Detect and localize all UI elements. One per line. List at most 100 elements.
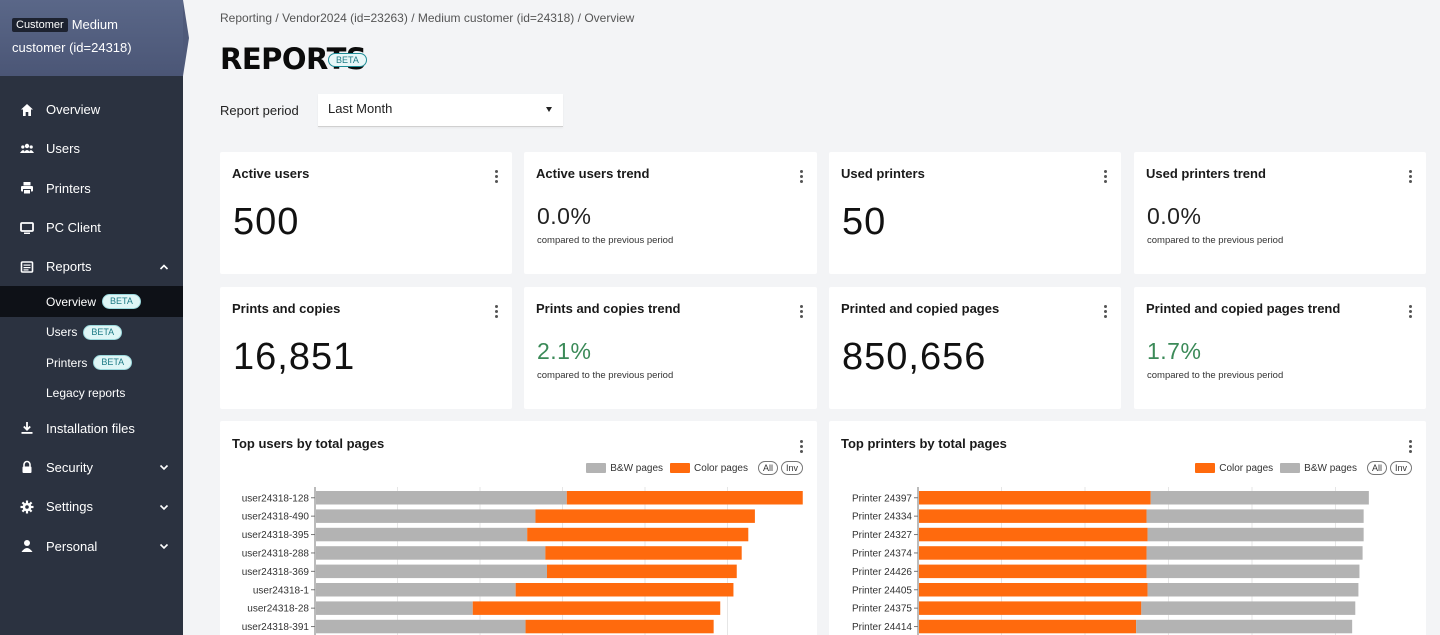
bar-bw-printer-24374[interactable]: [1146, 546, 1363, 560]
y-tick-label: user24318-28: [247, 604, 309, 615]
card-active-users-trend: Active users trend 0.0% compared to the …: [524, 152, 817, 274]
bar-color-user24318-288[interactable]: [545, 546, 742, 560]
more-vert-icon[interactable]: [494, 170, 498, 184]
more-vert-icon[interactable]: [799, 440, 803, 454]
legend-all-button[interactable]: All: [757, 461, 778, 475]
nav-item-security[interactable]: Security: [0, 448, 183, 487]
caret-down-icon: [546, 107, 552, 112]
bar-color-user24318-395[interactable]: [527, 527, 749, 542]
nav-item-printers[interactable]: Printers: [0, 169, 183, 208]
bar-color-user24318-369[interactable]: [547, 564, 737, 579]
card-title: Used printers: [841, 166, 925, 181]
card-title: Printed and copied pages trend: [1146, 301, 1341, 316]
breadcrumb-current: Overview: [584, 11, 635, 25]
breadcrumb-link-vendor[interactable]: Vendor2024 (id=23263): [282, 11, 408, 25]
bar-bw-user24318-391[interactable]: [316, 619, 526, 634]
card-title: Active users: [232, 166, 310, 181]
bar-bw-user24318-128[interactable]: [316, 491, 567, 505]
bar-bw-user24318-1[interactable]: [316, 583, 516, 597]
legend-item-color[interactable]: Color pages: [670, 463, 748, 474]
chevron-down-icon: [159, 504, 169, 510]
y-tick-label: user24318-1: [253, 585, 310, 596]
subnav-item-overview[interactable]: Overview BETA: [0, 286, 183, 317]
more-vert-icon[interactable]: [799, 170, 803, 184]
legend-item-bw[interactable]: B&W pages: [586, 463, 663, 474]
bar-color-printer-24414[interactable]: [919, 619, 1137, 634]
subnav-item-printers[interactable]: Printers BETA: [0, 347, 183, 378]
bar-bw-user24318-395[interactable]: [316, 527, 528, 542]
bar-color-user24318-1[interactable]: [515, 583, 734, 597]
download-icon: [20, 421, 34, 435]
report-period-label: Report period: [220, 103, 299, 118]
sidebar: Customer Medium customer (id=24318) Overv…: [0, 0, 189, 635]
bar-bw-printer-24414[interactable]: [1136, 619, 1353, 634]
bar-color-printer-24327[interactable]: [919, 527, 1148, 542]
y-tick-label: Printer 24414: [852, 622, 912, 633]
bar-color-printer-24334[interactable]: [919, 509, 1147, 523]
legend-swatch: [586, 463, 607, 473]
bar-bw-user24318-369[interactable]: [316, 564, 547, 579]
legend-all-button[interactable]: All: [1366, 461, 1387, 475]
bar-color-user24318-490[interactable]: [535, 509, 755, 523]
bar-color-user24318-28[interactable]: [472, 601, 721, 615]
legend-swatch: [1195, 463, 1216, 473]
more-vert-icon[interactable]: [1408, 305, 1412, 319]
legend-item-color[interactable]: Color pages: [1195, 463, 1273, 474]
y-tick-label: Printer 24405: [852, 585, 912, 596]
y-tick-label: Printer 24426: [852, 567, 912, 578]
card-prints-and-copies-trend: Prints and copies trend 2.1% compared to…: [524, 287, 817, 409]
nav-item-settings[interactable]: Settings: [0, 487, 183, 526]
breadcrumb-separator: /: [577, 11, 581, 25]
legend-invert-button[interactable]: Inv: [780, 461, 803, 475]
y-tick-label: user24318-128: [242, 493, 310, 504]
nav-item-reports[interactable]: Reports: [0, 247, 183, 286]
more-vert-icon[interactable]: [1103, 170, 1107, 184]
bar-color-printer-24405[interactable]: [919, 583, 1148, 597]
chart-top-users: Top users by total pages B&W pages Color…: [220, 421, 817, 635]
nav-item-overview[interactable]: Overview: [0, 90, 183, 129]
customer-name: Medium customer (id=24318): [12, 17, 132, 55]
subnav-item-label: Users: [46, 325, 78, 340]
breadcrumb-link-customer[interactable]: Medium customer (id=24318): [417, 11, 575, 25]
more-vert-icon[interactable]: [1408, 170, 1412, 184]
more-vert-icon[interactable]: [1103, 305, 1107, 319]
card-value: 500: [233, 201, 300, 243]
bar-color-printer-24397[interactable]: [919, 491, 1151, 505]
customer-header[interactable]: Customer Medium customer (id=24318): [0, 0, 189, 76]
report-period-select[interactable]: Last Month: [318, 94, 563, 127]
subnav-item-label: Printers: [46, 355, 88, 370]
bar-color-printer-24375[interactable]: [919, 601, 1142, 615]
bar-bw-printer-24426[interactable]: [1146, 564, 1360, 579]
bar-bw-printer-24397[interactable]: [1150, 491, 1369, 505]
bar-color-user24318-391[interactable]: [525, 619, 714, 634]
nav-item-personal[interactable]: Personal: [0, 526, 183, 565]
nav-item-installation-files[interactable]: Installation files: [0, 408, 183, 447]
chart-legend: Color pages B&W pages All Inv: [1195, 461, 1412, 475]
nav-item-users[interactable]: Users: [0, 129, 183, 168]
breadcrumb-link-reporting[interactable]: Reporting: [220, 11, 273, 25]
legend-item-bw[interactable]: B&W pages: [1280, 463, 1357, 474]
legend-invert-button[interactable]: Inv: [1389, 461, 1412, 475]
more-vert-icon[interactable]: [799, 305, 803, 319]
bar-bw-user24318-288[interactable]: [316, 546, 546, 560]
more-vert-icon[interactable]: [494, 305, 498, 319]
subnav-item-users[interactable]: Users BETA: [0, 317, 183, 348]
beta-badge: BETA: [93, 355, 133, 371]
card-title: Printed and copied pages: [841, 301, 1000, 316]
subnav-item-legacy-reports[interactable]: Legacy reports: [0, 378, 183, 409]
report-period-value: Last Month: [328, 101, 393, 116]
nav-item-pc-client[interactable]: PC Client: [0, 208, 183, 247]
bar-color-printer-24374[interactable]: [919, 546, 1147, 560]
bar-color-printer-24426[interactable]: [919, 564, 1147, 579]
chart-title: Top users by total pages: [232, 436, 385, 451]
legend-label: Color pages: [1219, 462, 1274, 474]
more-vert-icon[interactable]: [1408, 440, 1412, 454]
bar-bw-user24318-490[interactable]: [316, 509, 536, 523]
bar-bw-printer-24334[interactable]: [1146, 509, 1364, 523]
bar-bw-printer-24327[interactable]: [1147, 527, 1364, 542]
bar-color-user24318-128[interactable]: [566, 491, 803, 505]
bar-bw-printer-24405[interactable]: [1147, 583, 1359, 597]
bar-bw-user24318-28[interactable]: [316, 601, 473, 615]
nav-item-label: Users: [46, 141, 80, 157]
bar-bw-printer-24375[interactable]: [1141, 601, 1356, 615]
